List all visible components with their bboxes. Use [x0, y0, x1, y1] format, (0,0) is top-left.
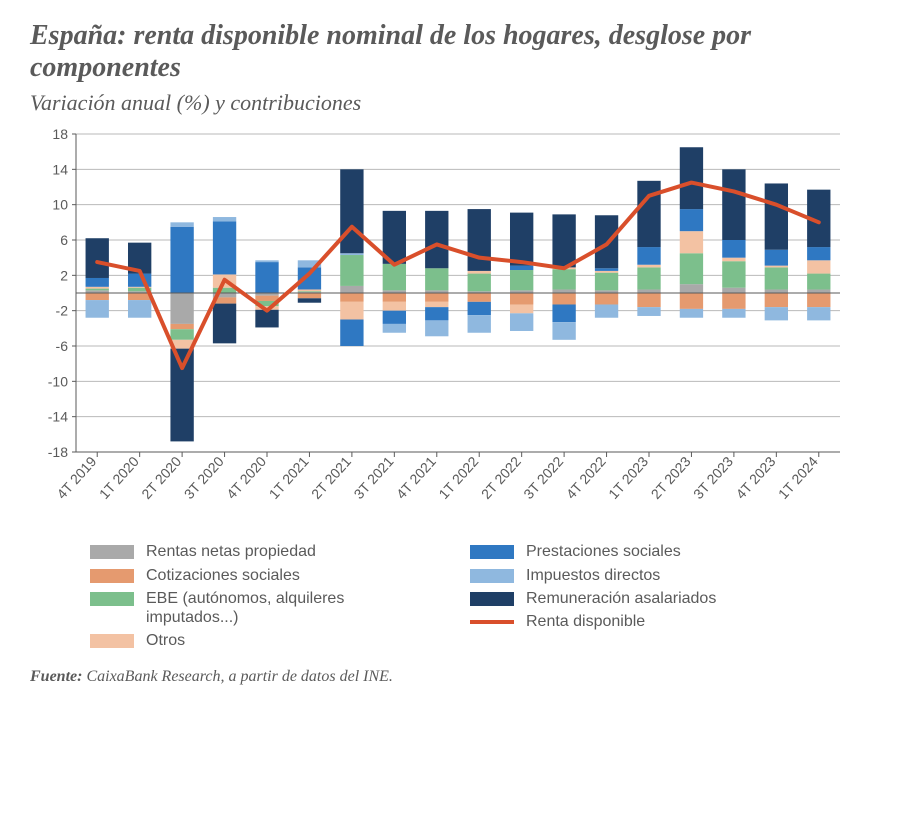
legend-item-prestaciones: Prestaciones sociales — [470, 542, 850, 561]
legend-swatch — [90, 634, 134, 648]
legend-label: Rentas netas propiedad — [146, 542, 316, 561]
svg-text:2T 2022: 2T 2022 — [478, 454, 524, 503]
svg-text:4T 2023: 4T 2023 — [732, 454, 778, 503]
svg-text:3T 2023: 3T 2023 — [690, 454, 736, 503]
chart-title: España: renta disponible nominal de los … — [30, 20, 870, 84]
legend-label: Cotizaciones sociales — [146, 566, 300, 585]
svg-text:-2: -2 — [56, 303, 69, 319]
legend-right-column: Prestaciones sociales Impuestos directos R… — [470, 538, 850, 654]
legend-swatch — [90, 545, 134, 559]
legend-label: EBE (autónomos, alquileres imputados...) — [146, 589, 426, 627]
svg-text:2T 2023: 2T 2023 — [648, 454, 694, 503]
chart-svg: -18-14-10-6-2261014184T 20191T 20202T 20… — [30, 126, 850, 526]
legend-swatch — [90, 592, 134, 606]
svg-text:1T 2021: 1T 2021 — [266, 454, 312, 503]
svg-text:2: 2 — [60, 268, 68, 284]
legend-item-otros: Otros — [90, 631, 470, 650]
svg-text:3T 2022: 3T 2022 — [520, 454, 566, 503]
legend-label: Impuestos directos — [526, 566, 660, 585]
source-line: Fuente: CaixaBank Research, a partir de … — [30, 668, 870, 686]
svg-text:-6: -6 — [56, 338, 69, 354]
svg-text:-10: -10 — [48, 374, 68, 390]
svg-text:2T 2021: 2T 2021 — [308, 454, 354, 503]
svg-text:4T 2022: 4T 2022 — [563, 454, 609, 503]
svg-text:14: 14 — [52, 162, 68, 178]
legend-swatch — [470, 569, 514, 583]
svg-text:4T 2020: 4T 2020 — [223, 454, 269, 503]
svg-text:4T 2021: 4T 2021 — [393, 454, 439, 503]
chart-subtitle: Variación anual (%) y contribuciones — [30, 90, 870, 116]
legend-item-impuestos: Impuestos directos — [470, 566, 850, 585]
legend-label: Prestaciones sociales — [526, 542, 681, 561]
legend-left-column: Rentas netas propiedad Cotizaciones socia… — [90, 538, 470, 654]
svg-text:3T 2021: 3T 2021 — [350, 454, 396, 503]
svg-text:3T 2020: 3T 2020 — [181, 454, 227, 503]
svg-text:6: 6 — [60, 232, 68, 248]
chart-area: -18-14-10-6-2261014184T 20191T 20202T 20… — [30, 126, 850, 526]
svg-text:1T 2022: 1T 2022 — [435, 454, 481, 503]
svg-text:1T 2024: 1T 2024 — [775, 454, 821, 503]
svg-text:1T 2023: 1T 2023 — [605, 454, 651, 503]
legend-swatch — [470, 545, 514, 559]
legend-item-ebe: EBE (autónomos, alquileres imputados...) — [90, 589, 470, 627]
legend-line-swatch — [470, 615, 514, 629]
svg-text:-18: -18 — [48, 444, 68, 460]
svg-text:18: 18 — [52, 126, 68, 142]
svg-text:4T 2019: 4T 2019 — [53, 454, 99, 503]
svg-text:-14: -14 — [48, 409, 68, 425]
legend-swatch — [470, 592, 514, 606]
legend-item-rentas_propiedad: Rentas netas propiedad — [90, 542, 470, 561]
legend-item-remuneracion: Remuneración asalariados — [470, 589, 850, 608]
legend-item-renta_disponible: Renta disponible — [470, 612, 850, 631]
legend-swatch — [90, 569, 134, 583]
svg-text:1T 2020: 1T 2020 — [96, 454, 142, 503]
source-label: Fuente: — [30, 668, 82, 685]
legend-label: Remuneración asalariados — [526, 589, 716, 608]
svg-text:2T 2020: 2T 2020 — [138, 454, 184, 503]
legend-label: Renta disponible — [526, 612, 645, 631]
legend: Rentas netas propiedad Cotizaciones socia… — [90, 538, 850, 654]
source-text: CaixaBank Research, a partir de datos de… — [82, 668, 392, 685]
svg-text:10: 10 — [52, 197, 68, 213]
legend-item-cotizaciones: Cotizaciones sociales — [90, 566, 470, 585]
legend-label: Otros — [146, 631, 185, 650]
